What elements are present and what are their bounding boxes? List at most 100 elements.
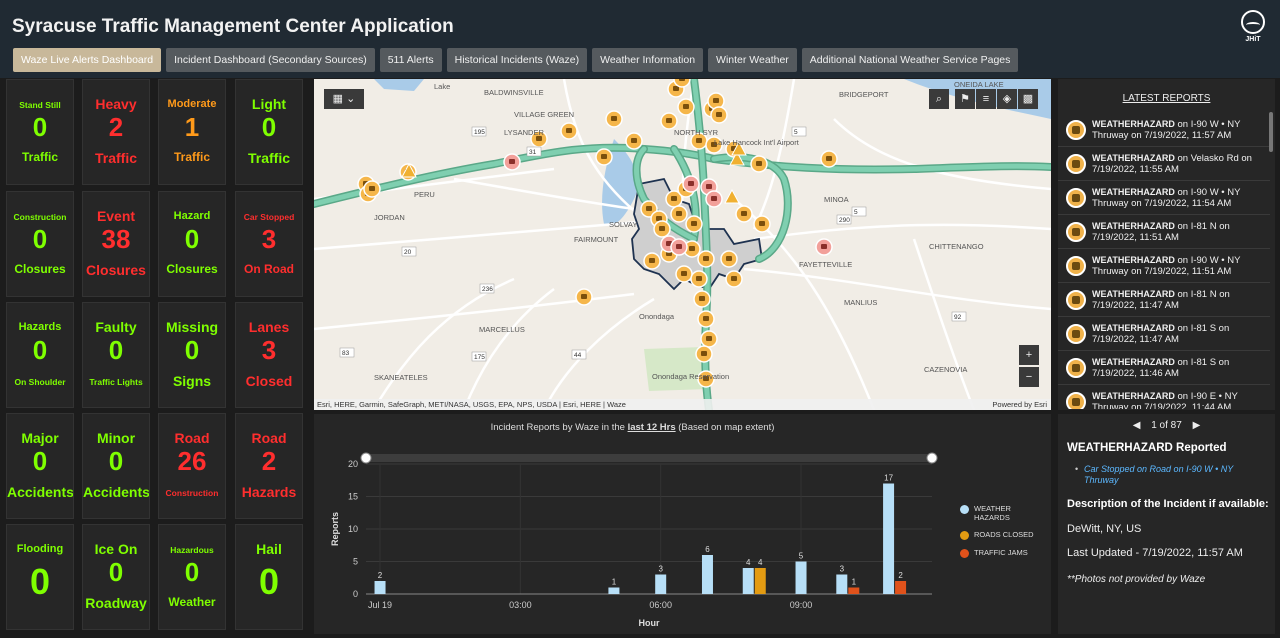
report-item[interactable]: WEATHERHAZARD on I-81 S on 7/19/2022, 11… (1058, 351, 1270, 385)
report-list-scrollbar[interactable] (1269, 112, 1273, 152)
photo-note: **Photos not provided by Waze (1067, 574, 1206, 585)
chart-bar[interactable] (754, 568, 766, 594)
tile-value: 0 (29, 561, 51, 602)
chart-bar[interactable] (895, 581, 907, 594)
indicator-tile[interactable]: Construction 0 Closures (6, 191, 74, 297)
chart-bar[interactable] (836, 574, 848, 595)
tile-subtitle: Traffic Lights (89, 377, 143, 387)
indicator-tile[interactable]: Stand Still 0 Traffic (6, 79, 74, 185)
indicator-tile[interactable]: Moderate 1 Traffic (158, 79, 226, 185)
qr-icon[interactable]: ▩ (1018, 89, 1038, 109)
indicator-tile[interactable]: Road 26 Construction (158, 413, 226, 519)
chart-bar[interactable] (608, 587, 620, 595)
range-slider-track (366, 454, 932, 462)
incident-location: DeWitt, NY, US (1067, 523, 1142, 535)
report-time: 7/19/2022, 11:54 AM (1144, 197, 1232, 209)
logo-text: JHiT (1245, 36, 1261, 43)
route-shield (471, 126, 487, 137)
tab-511-alerts[interactable]: 511 Alerts (379, 48, 442, 72)
report-type: WEATHERHAZARD (1092, 356, 1175, 367)
report-item[interactable]: WEATHERHAZARD on I-90 E • NY Thruway on … (1058, 385, 1270, 409)
chart-bar[interactable] (795, 561, 807, 595)
indicator-tile[interactable]: Ice On 0 Roadway (82, 524, 150, 630)
route-shield (339, 347, 355, 358)
report-text: WEATHERHAZARD on I-81 N on 7/19/2022, 11… (1092, 288, 1230, 311)
legend-swatch (960, 549, 969, 558)
chart-bar[interactable] (848, 587, 860, 595)
route-number: 195 (474, 129, 485, 136)
map-view[interactable]: BALDWINSVILLE Lake VILLAGE GREEN LYSANDER NO… (314, 79, 1051, 410)
tab-historical-incidents[interactable]: Historical Incidents (Waze) (446, 48, 588, 72)
tab-incident-dashboard[interactable]: Incident Dashboard (Secondary Sources) (166, 48, 375, 72)
tab-nws-pages[interactable]: Additional National Weather Service Page… (801, 48, 1019, 72)
incident-pin-glyph (699, 296, 705, 301)
zoom-out-button[interactable]: − (1019, 367, 1039, 387)
indicator-tile[interactable]: Hail 0 (235, 524, 303, 630)
indicator-tile[interactable]: Lanes 3 Closed (235, 302, 303, 408)
indicator-tile[interactable]: Car Stopped 3 On Road (235, 191, 303, 297)
incident-pin-glyph (656, 216, 662, 221)
next-page-button[interactable]: ▶ (1192, 420, 1201, 431)
basemap-toggle-button[interactable]: ▦ ⌄ (324, 89, 364, 109)
legend-item[interactable]: WEATHER HAZARDS (960, 504, 1036, 522)
latest-reports-title[interactable]: LATEST REPORTS (1122, 93, 1211, 104)
indicator-tile[interactable]: Faulty 0 Traffic Lights (82, 302, 150, 408)
indicator-tile[interactable]: Hazardous 0 Weather (158, 524, 226, 630)
indicator-tile[interactable]: Hazard 0 Closures (158, 191, 226, 297)
range-slider-handle-start[interactable] (360, 452, 372, 464)
prev-page-button[interactable]: ◀ (1132, 420, 1141, 431)
indicator-tile[interactable]: Missing 0 Signs (158, 302, 226, 408)
route-number: 44 (574, 352, 582, 359)
search-icon[interactable]: ⌕ (929, 89, 949, 109)
indicator-tile[interactable]: Flooding 0 (6, 524, 74, 630)
route-shield (951, 311, 967, 322)
tab-weather-information[interactable]: Weather Information (592, 48, 704, 72)
report-item[interactable]: WEATHERHAZARD on Velasko Rd on 7/19/2022… (1058, 147, 1270, 181)
minor-road (542, 297, 655, 410)
report-item[interactable]: WEATHERHAZARD on I-81 N on 7/19/2022, 11… (1058, 215, 1270, 249)
indicator-tile[interactable]: Heavy 2 Traffic (82, 79, 150, 185)
zoom-in-button[interactable]: + (1019, 345, 1039, 365)
report-type: WEATHERHAZARD (1092, 152, 1175, 163)
report-item[interactable]: WEATHERHAZARD on I-81 S on 7/19/2022, 11… (1058, 317, 1270, 351)
indicator-tile[interactable]: Light 0 Traffic (235, 79, 303, 185)
indicator-tile[interactable]: Major 0 Accidents (6, 413, 74, 519)
tab-winter-weather[interactable]: Winter Weather (708, 48, 797, 72)
indicator-tile[interactable]: Minor 0 Accidents (82, 413, 150, 519)
incident-link[interactable]: Car Stopped on Road on I-90 W • NY Thruw… (1075, 464, 1254, 486)
chart-bar[interactable] (655, 574, 667, 595)
report-item[interactable]: WEATHERHAZARD on I-81 N on 7/19/2022, 11… (1058, 283, 1270, 317)
map-place-label: CAZENOVIA (924, 365, 967, 374)
incident-pin-glyph (713, 98, 719, 103)
chart-bar[interactable] (742, 568, 754, 594)
bookmark-icon[interactable]: ⚑ (955, 89, 975, 109)
indicator-tile[interactable]: Hazards 0 On Shoulder (6, 302, 74, 408)
incident-pin-glyph (581, 294, 587, 299)
powered-by-esri[interactable]: Powered by Esri (992, 400, 1047, 409)
range-slider-handle-end[interactable] (926, 452, 938, 464)
map-canvas[interactable]: BALDWINSVILLE Lake VILLAGE GREEN LYSANDER NO… (314, 79, 1051, 410)
legend-item[interactable]: TRAFFIC JAMS (960, 548, 1036, 558)
warning-icon (731, 140, 747, 156)
tile-title: Hazardous (170, 545, 214, 555)
legend-icon[interactable]: ≡ (976, 89, 996, 109)
incident-pin-glyph (683, 104, 689, 109)
report-item[interactable]: WEATHERHAZARD on I-90 W • NY Thruway on … (1058, 113, 1270, 147)
report-item[interactable]: WEATHERHAZARD on I-90 W • NY Thruway on … (1058, 249, 1270, 283)
chart-bar[interactable] (374, 581, 386, 594)
tab-waze-live-alerts[interactable]: Waze Live Alerts Dashboard (13, 48, 162, 72)
incident-pin-glyph (701, 351, 707, 356)
chart-bar[interactable] (701, 555, 713, 594)
chart-title-link[interactable]: last 12 Hrs (627, 422, 676, 433)
tile-title: Major (21, 430, 59, 446)
indicator-tile[interactable]: Event 38 Closures (82, 191, 150, 297)
minor-road (372, 277, 515, 410)
latest-reports-panel: LATEST REPORTS WEATHERHAZARD on I-90 W •… (1058, 79, 1275, 410)
layers-icon[interactable]: ◈ (997, 89, 1017, 109)
chart-bar[interactable] (883, 483, 895, 595)
legend-item[interactable]: ROADS CLOSED (960, 530, 1036, 540)
indicator-tile[interactable]: Road 2 Hazards (235, 413, 303, 519)
route-shield (836, 214, 852, 225)
report-item[interactable]: WEATHERHAZARD on I-90 W • NY Thruway on … (1058, 181, 1270, 215)
map-place-label: MINOA (824, 195, 849, 204)
